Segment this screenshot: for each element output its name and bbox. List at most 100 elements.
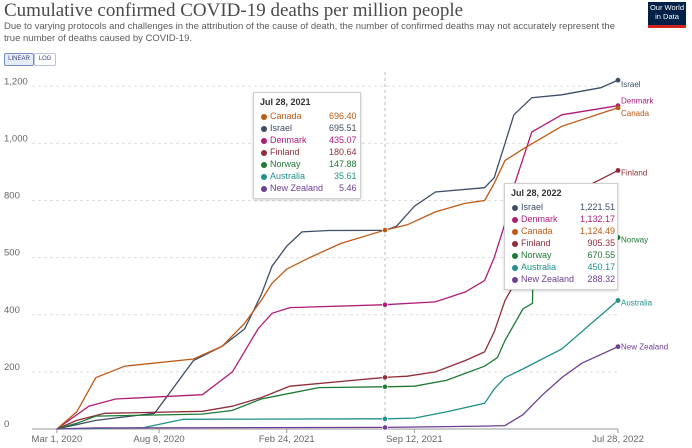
tooltip-country: Australia bbox=[509, 261, 577, 273]
y-tick-label: 1,200 bbox=[4, 76, 28, 87]
tooltip-country: New Zealand bbox=[258, 182, 326, 194]
tooltip-row: Israel 1,221.51 bbox=[509, 201, 618, 213]
hover-point bbox=[382, 227, 388, 234]
tooltip-jul-2021: Jul 28, 2021 Canada 696.40 Israel 695.51 Den… bbox=[253, 92, 361, 199]
logo-line-2: in Data bbox=[655, 11, 679, 21]
end-label: New Zealand bbox=[621, 343, 668, 352]
end-point bbox=[615, 344, 621, 350]
tooltip-jul-2022: Jul 28, 2022 Israel 1,221.51 Denmark 1,132.… bbox=[504, 183, 618, 290]
legend-dot bbox=[261, 161, 267, 168]
tooltip-row: Australia 35.61 bbox=[258, 170, 360, 182]
tooltip-value: 288.32 bbox=[587, 274, 616, 284]
x-tick-label: Mar 1, 2020 bbox=[32, 434, 83, 445]
tooltip-value: 696.40 bbox=[329, 111, 357, 121]
legend-dot bbox=[261, 173, 267, 180]
legend-dot bbox=[512, 252, 518, 259]
legend-dot bbox=[512, 264, 518, 271]
tooltip-country: Denmark bbox=[509, 213, 577, 225]
end-point bbox=[615, 168, 621, 173]
tooltip-date: Jul 28, 2022 bbox=[511, 188, 562, 198]
end-label: Finland bbox=[621, 168, 647, 177]
legend-dot bbox=[261, 137, 267, 144]
tooltip-row: Australia 450.17 bbox=[509, 261, 618, 273]
series-line-denmark bbox=[56, 105, 619, 430]
tooltip-value: 5.46 bbox=[339, 183, 357, 193]
chart-subtitle: Due to varying protocols and challenges … bbox=[4, 21, 616, 44]
hover-point bbox=[382, 415, 388, 422]
y-tick-label: 800 bbox=[4, 191, 20, 202]
legend-dot bbox=[261, 113, 267, 120]
tooltip-date: Jul 28, 2021 bbox=[260, 97, 311, 107]
legend-dot bbox=[261, 185, 267, 192]
tooltip-row: Canada 1,124.49 bbox=[509, 225, 618, 237]
tooltip-row: Finland 180.64 bbox=[258, 146, 360, 158]
end-point bbox=[615, 298, 621, 303]
y-tick-label: 0 bbox=[4, 419, 9, 430]
chart-title: Cumulative confirmed COVID-19 deaths per… bbox=[4, 0, 464, 21]
legend-dot bbox=[512, 276, 518, 283]
hover-point bbox=[382, 383, 388, 390]
end-label: Australia bbox=[621, 298, 653, 307]
end-label: Norway bbox=[621, 235, 648, 244]
tooltip-row: New Zealand 5.46 bbox=[258, 182, 360, 194]
tooltip-value: 450.17 bbox=[587, 262, 616, 272]
linear-scale-button[interactable]: LINEAR bbox=[4, 53, 34, 66]
tooltip-country: Finland bbox=[258, 146, 326, 158]
tooltip-rows: Israel 1,221.51 Denmark 1,132.17 Canada 1,124… bbox=[509, 201, 618, 285]
x-tick-label: Aug 8, 2020 bbox=[133, 434, 184, 445]
hover-point bbox=[382, 301, 388, 308]
tooltip-row: Israel 695.51 bbox=[258, 122, 360, 134]
tooltip-row: Canada 696.40 bbox=[258, 110, 360, 122]
tooltip-value: 695.51 bbox=[329, 123, 357, 133]
y-tick-label: 500 bbox=[4, 248, 20, 259]
tooltip-row: Denmark 435.07 bbox=[258, 134, 360, 146]
x-tick-label: Sep 12, 2021 bbox=[386, 434, 443, 445]
tooltip-row: Denmark 1,132.17 bbox=[509, 213, 618, 225]
tooltip-row: Norway 147.88 bbox=[258, 158, 360, 170]
logo-line-1: Our World bbox=[649, 3, 685, 12]
tooltip-row: New Zealand 288.32 bbox=[509, 273, 618, 285]
y-tick-label: 200 bbox=[4, 362, 20, 373]
tooltip-value: 905.35 bbox=[587, 238, 616, 248]
tooltip-value: 35.61 bbox=[334, 171, 357, 181]
tooltip-rows: Canada 696.40 Israel 695.51 Denmark 435.07 Fin… bbox=[258, 110, 360, 194]
tooltip-country: Australia bbox=[258, 170, 326, 182]
end-point bbox=[615, 77, 621, 83]
legend-dot bbox=[512, 228, 518, 235]
tooltip-country: Denmark bbox=[258, 134, 326, 146]
tooltip-country: New Zealand bbox=[509, 273, 577, 285]
end-point bbox=[615, 105, 621, 111]
legend-dot bbox=[261, 149, 267, 156]
tooltip-value: 180.64 bbox=[329, 147, 357, 157]
hover-point bbox=[382, 424, 388, 431]
hover-point bbox=[382, 374, 388, 381]
x-tick-label: Feb 24, 2021 bbox=[259, 434, 315, 445]
tooltip-row: Norway 670.55 bbox=[509, 249, 618, 261]
tooltip-country: Canada bbox=[509, 225, 577, 237]
legend-dot bbox=[512, 204, 518, 211]
y-tick-label: 1,000 bbox=[4, 133, 28, 144]
end-label: Canada bbox=[621, 109, 650, 118]
tooltip-country: Israel bbox=[509, 201, 577, 213]
owid-logo[interactable]: Our World in Data bbox=[648, 2, 686, 28]
log-scale-button[interactable]: LOG bbox=[34, 53, 56, 66]
tooltip-value: 435.07 bbox=[329, 135, 357, 145]
end-label: Israel bbox=[621, 80, 641, 89]
series-line-new-zealand bbox=[56, 346, 619, 430]
tooltip-country: Finland bbox=[509, 237, 577, 249]
series-line-canada bbox=[56, 107, 619, 430]
tooltip-country: Norway bbox=[258, 158, 326, 170]
y-tick-label: 400 bbox=[4, 305, 20, 316]
end-label: Denmark bbox=[621, 97, 654, 106]
tooltip-value: 1,132.17 bbox=[580, 214, 616, 224]
legend-dot bbox=[512, 216, 518, 223]
x-tick-label: Jul 28, 2022 bbox=[592, 434, 644, 445]
tooltip-row: Finland 905.35 bbox=[509, 237, 618, 249]
legend-dot bbox=[512, 240, 518, 247]
tooltip-country: Norway bbox=[509, 249, 577, 261]
legend-dot bbox=[261, 125, 267, 132]
tooltip-country: Israel bbox=[258, 122, 326, 134]
tooltip-country: Canada bbox=[258, 110, 326, 122]
series-line-norway bbox=[56, 236, 619, 430]
